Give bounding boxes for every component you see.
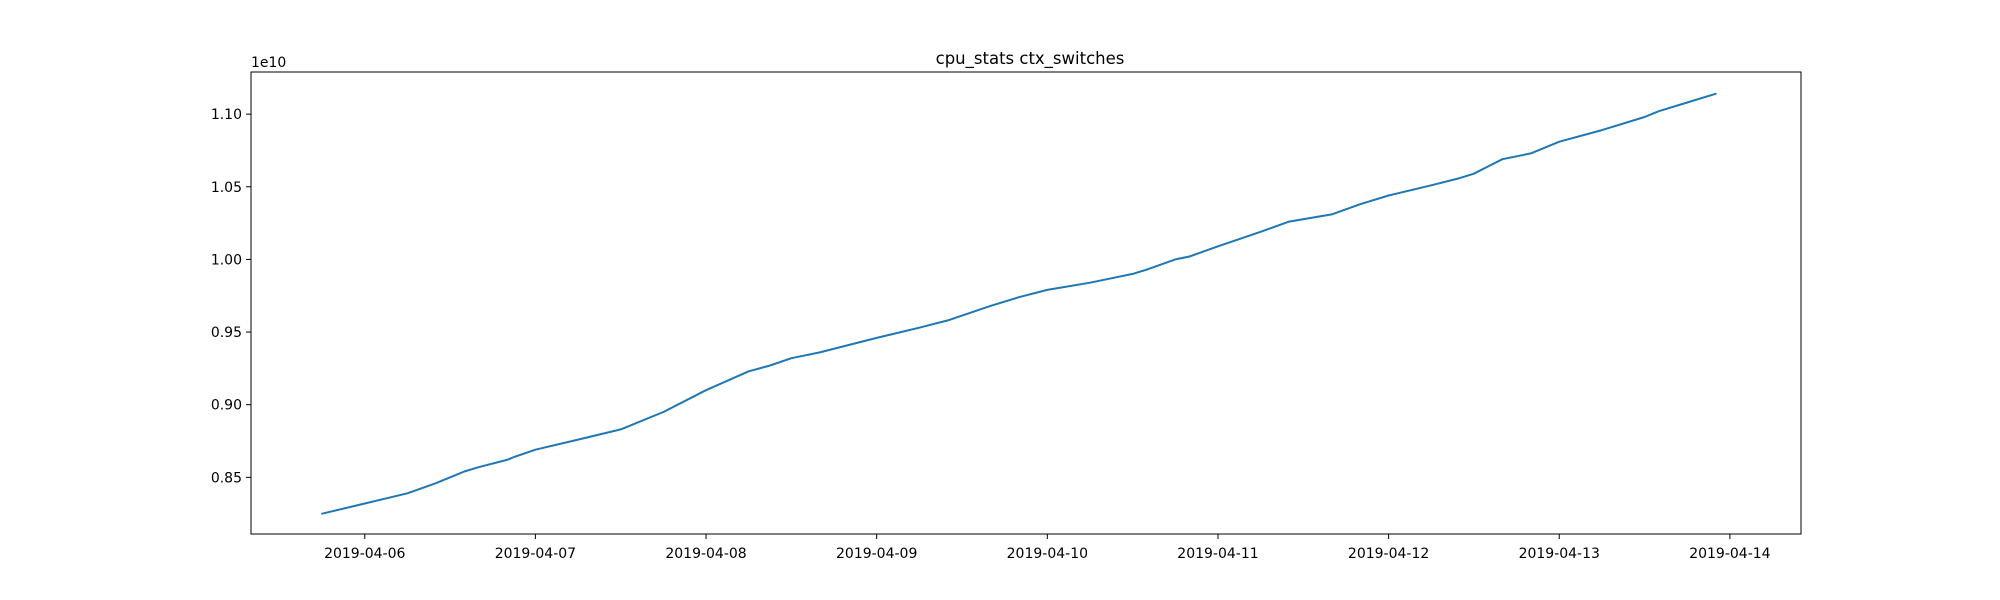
y-axis-offset-label: 1e10 [251,55,286,71]
x-tick-label: 2019-04-08 [665,546,746,562]
chart-title: cpu_stats ctx_switches [936,49,1125,69]
x-tick-label: 2019-04-14 [1689,546,1770,562]
data-series-line [321,92,1717,515]
y-tick-label: 1.05 [211,180,242,196]
y-tick-label: 0.95 [211,325,242,341]
y-tick-label: 1.00 [211,252,242,268]
y-tick-label: 0.90 [211,398,242,414]
x-tick-label: 2019-04-07 [495,546,576,562]
x-tick-label: 2019-04-10 [1007,546,1088,562]
y-tick-label: 1.10 [211,107,242,123]
x-tick-label: 2019-04-12 [1348,546,1429,562]
x-tick-label: 2019-04-06 [324,546,405,562]
plot-area-frame [250,71,1802,535]
y-tick-label: 0.85 [211,470,242,486]
x-tick-label: 2019-04-09 [836,546,917,562]
x-axis: 2019-04-06 2019-04-07 2019-04-08 2019-04-09… [324,534,1771,562]
y-axis: 0.85 0.90 0.95 1.00 1.05 1.10 [211,107,251,486]
x-tick-label: 2019-04-11 [1177,546,1258,562]
x-tick-label: 2019-04-13 [1519,546,1600,562]
